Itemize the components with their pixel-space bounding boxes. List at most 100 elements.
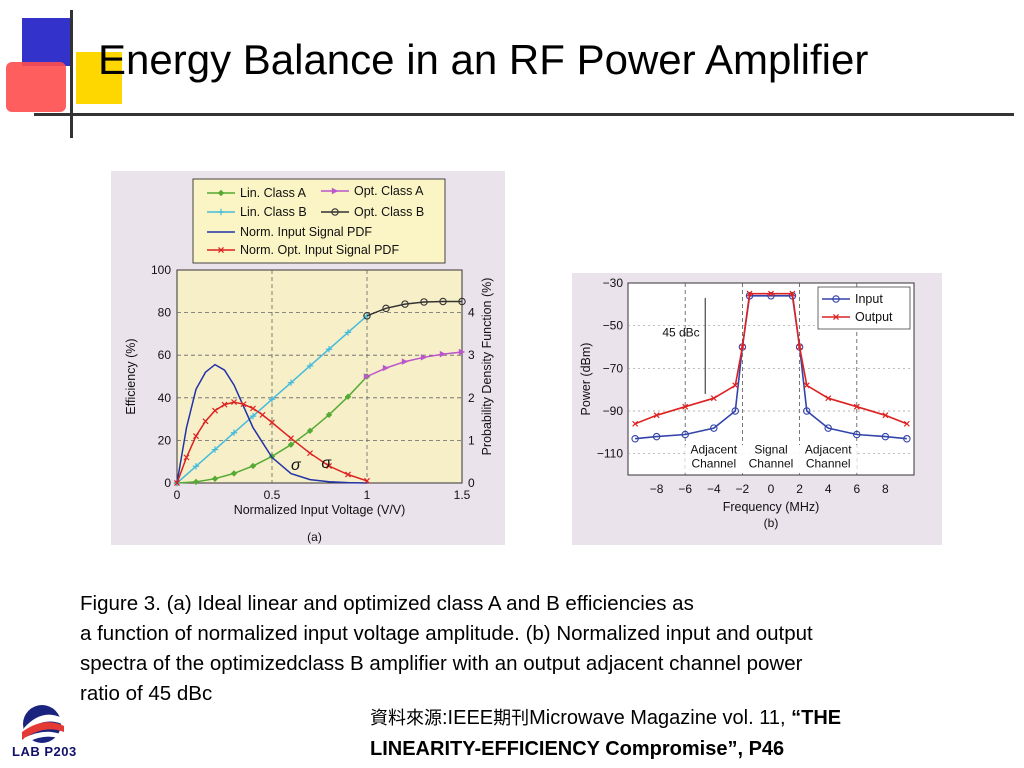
source-bold-2: LINEARITY-EFFICIENCY Compromise”, P46 [370,738,785,760]
region-label-1-line1: Signal [754,443,787,457]
region-label-2-line1: Adjacent [805,443,852,457]
legend-item-a-2: Opt. Class A [354,184,424,198]
series-point-b-1-10 [803,382,810,389]
y-tick-a-1: 20 [158,433,172,447]
efficiency-chart: Lin. Class A Opt. Class A Lin. Class B Opt.… [124,178,494,544]
y-tick-a-5: 100 [151,263,171,277]
series-point-b-1-2 [682,403,689,410]
spectrum-chart: −8 −6 −4 −2 0 2 4 6 8 −30 −50 −70 −90 −110 Frequency (… [579,276,915,530]
y-tick-a-3: 60 [158,348,172,362]
series-point-a-2-4 [439,350,447,358]
series-point-a-1-4 [249,412,257,420]
figure-caption: Figure 3. (a) Ideal linear and optimized… [80,589,1010,709]
region-label-bg-1 [742,445,800,474]
series-point-a-3-5 [458,297,466,306]
series-line-a-4 [176,363,368,484]
series-point-a-5-6 [231,399,237,406]
caption-line-4: ratio of 45 dBc [80,682,213,705]
legend-item-b-1: Output [855,310,893,324]
series-point-a-0-4 [249,462,257,470]
series-point-a-1-2 [211,446,219,453]
chart-panel-b: −8 −6 −4 −2 0 2 4 6 8 −30 −50 −70 −90 −110 Frequency (… [572,273,942,545]
source-text-2: Microwave Magazine vol. 11, [529,707,792,729]
x-tick-b-4: 0 [768,482,775,496]
series-point-b-0-3 [710,424,718,432]
series-point-a-2-3 [420,354,428,361]
series-point-a-1-8 [325,346,333,353]
x-tick-b-3: −2 [736,482,750,496]
series-line-a-5 [176,401,368,484]
series-point-a-3-2 [401,300,409,308]
series-point-a-5-8 [250,405,256,412]
series-point-b-1-8 [789,290,796,297]
series-point-a-1-7 [306,362,314,370]
blue-square [22,18,72,66]
subplot-label-b: (b) [764,516,779,530]
legend-box-b [817,286,911,330]
series-point-b-0-7 [767,292,775,300]
series-point-a-1-9 [344,329,352,336]
series-point-a-5-7 [240,401,247,408]
x-tick-a-1: 0.5 [264,488,281,502]
source-text-1: :IEEE [442,707,494,729]
red-square [6,62,66,112]
region-label-bg-0 [684,445,743,474]
chart-panel-a: Lin. Class A Opt. Class A Lin. Class B Opt.… [111,171,505,545]
series-point-a-2-2 [401,358,409,365]
x-tick-b-7: 6 [853,482,860,496]
series-point-a-5-0 [174,480,180,486]
horizontal-line [34,113,1014,116]
series-point-a-2-1 [382,364,390,372]
corner-decoration [0,0,1014,140]
y2-axis-label-a: Probability Density Function (%) [480,278,494,456]
series-point-a-5-15 [364,477,370,484]
series-point-a-5-13 [326,462,332,469]
y2-tick-a-4: 4 [468,306,475,320]
legend-item-b-0-swatch-marker [832,295,840,303]
lab-logo-icon [22,705,64,743]
y2-tick-a-1: 1 [468,433,475,447]
series-point-a-0-6 [287,441,295,448]
source-citation: 資料來源:IEEE期刊Microwave Magazine vol. 11, “… [370,703,1010,765]
series-point-a-3-3 [420,298,428,306]
series-point-a-0-7 [306,427,314,435]
series-point-b-1-9 [796,344,803,350]
x-tick-b-1: −6 [678,482,692,496]
y-axis-label-b: Power (dBm) [579,343,593,416]
series-point-b-1-4 [732,382,739,389]
series-point-b-0-1 [652,432,661,441]
legend-item-a-3-swatch-marker [331,208,339,216]
caption-line-1: Figure 3. (a) Ideal linear and optimized… [80,592,694,615]
series-point-b-0-2 [681,430,689,439]
x-tick-a-0: 0 [174,488,181,502]
x-tick-b-8: 8 [882,482,889,496]
legend-item-b-0: Input [855,292,883,306]
caption-line-3: spectra of the optimizedclass B amplifie… [80,652,803,675]
sigma-annotation-1: σ [291,457,302,474]
series-point-a-5-4 [212,407,218,414]
y-tick-b-4: −110 [597,447,623,461]
slide-title: Energy Balance in an RF Power Amplifier [98,36,869,83]
series-point-a-5-10 [269,419,275,426]
series-point-b-1-14 [903,420,910,427]
series-point-b-1-5 [739,344,746,350]
series-point-b-0-13 [881,432,890,441]
series-point-a-5-12 [307,450,313,457]
legend-item-a-1: Lin. Class B [240,205,307,219]
series-point-b-1-3 [710,395,717,402]
series-line-b-0 [635,295,907,440]
series-point-b-1-13 [882,412,889,419]
series-point-a-1-1 [192,463,200,470]
x-tick-b-0: −8 [650,482,664,496]
series-point-b-1-11 [825,395,832,402]
y-tick-b-3: −90 [603,404,624,418]
series-point-a-5-14 [345,471,351,478]
y-tick-b-0: −30 [603,276,624,290]
series-point-a-5-11 [288,435,294,442]
series-point-a-2-5 [458,348,466,356]
x-axis-label-a: Normalized Input Voltage (V/V) [234,503,406,517]
legend-item-b-1-swatch-marker [833,314,839,320]
legend-item-a-2-swatch-marker [331,187,339,195]
legend-item-a-5-swatch-marker [218,247,224,253]
series-point-b-0-0 [631,434,639,443]
